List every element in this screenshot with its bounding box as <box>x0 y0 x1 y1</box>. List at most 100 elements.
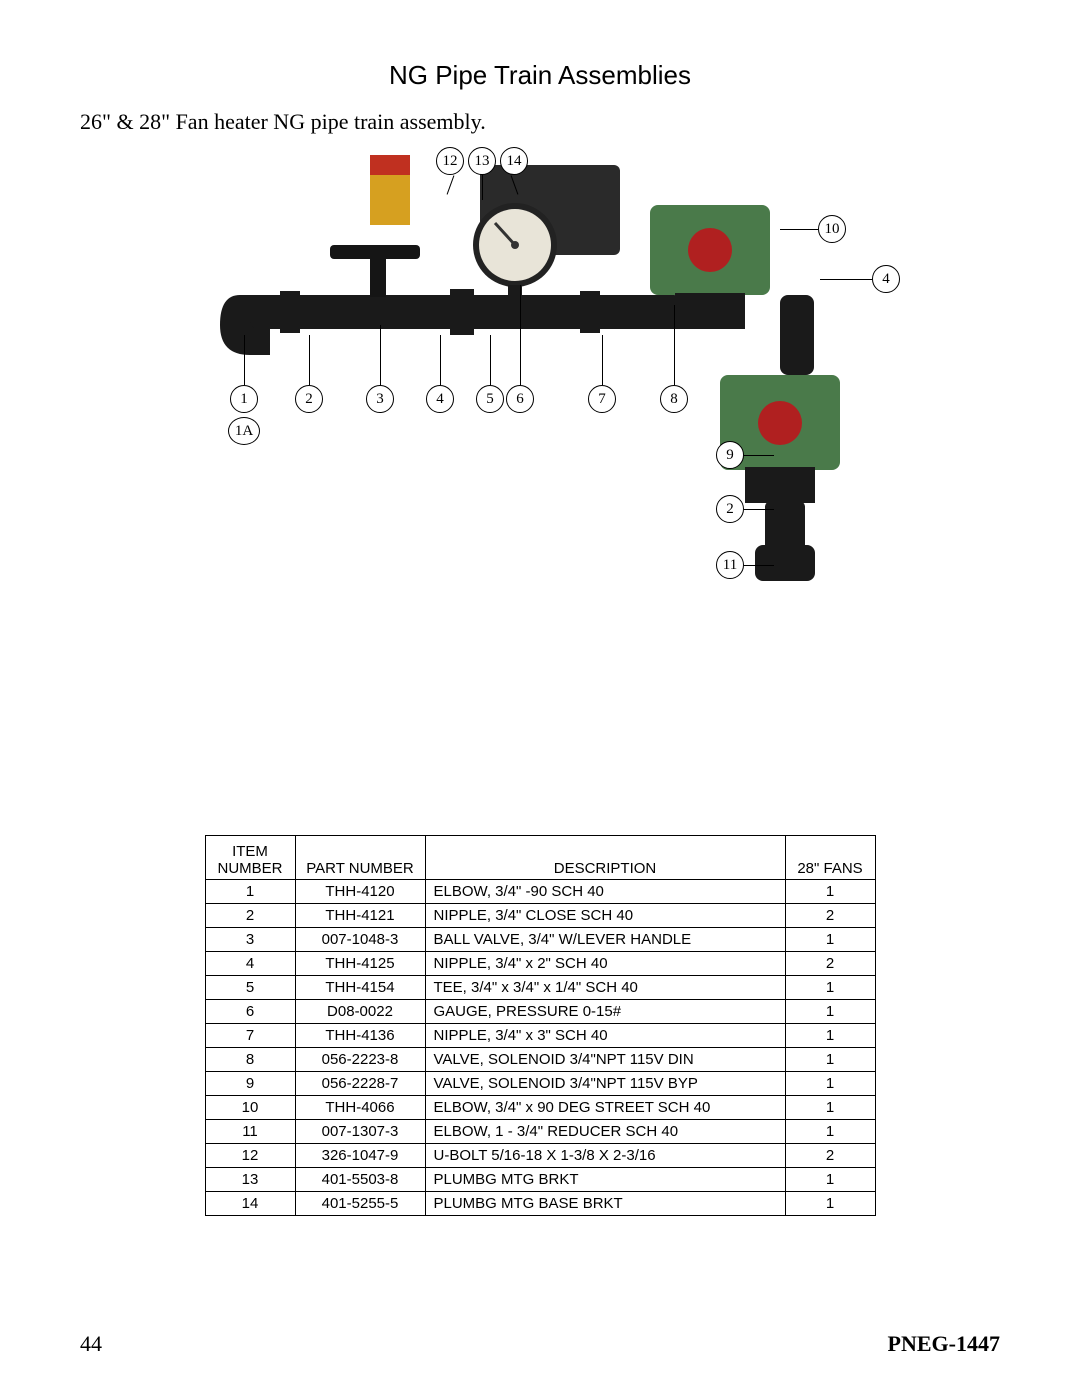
cell-desc: PLUMBG MTG BRKT <box>425 1168 785 1192</box>
cell-part: 401-5503-8 <box>295 1168 425 1192</box>
cell-item: 5 <box>205 976 295 1000</box>
cell-desc: NIPPLE, 3/4" x 2" SCH 40 <box>425 952 785 976</box>
table-row: 14401-5255-5PLUMBG MTG BASE BRKT1 <box>205 1192 875 1216</box>
cell-part: THH-4125 <box>295 952 425 976</box>
cell-part: 007-1307-3 <box>295 1120 425 1144</box>
callout-8: 8 <box>660 385 688 413</box>
cell-part: 326-1047-9 <box>295 1144 425 1168</box>
section-title: NG Pipe Train Assemblies <box>80 60 1000 91</box>
cell-qty: 1 <box>785 928 875 952</box>
cell-qty: 1 <box>785 1000 875 1024</box>
table-row: 5THH-4154TEE, 3/4" x 3/4" x 1/4" SCH 401 <box>205 976 875 1000</box>
cell-part: THH-4066 <box>295 1096 425 1120</box>
cell-part: D08-0022 <box>295 1000 425 1024</box>
cell-item: 14 <box>205 1192 295 1216</box>
cell-desc: VALVE, SOLENOID 3/4"NPT 115V DIN <box>425 1048 785 1072</box>
callout-4: 4 <box>426 385 454 413</box>
cell-item: 1 <box>205 880 295 904</box>
cell-desc: ELBOW, 3/4" x 90 DEG STREET SCH 40 <box>425 1096 785 1120</box>
cell-desc: TEE, 3/4" x 3/4" x 1/4" SCH 40 <box>425 976 785 1000</box>
cell-item: 11 <box>205 1120 295 1144</box>
callout-1: 1 <box>230 385 258 413</box>
callout-11: 11 <box>716 551 744 579</box>
assembly-diagram: 12 13 14 10 4 1 1A 2 3 4 5 6 7 8 9 2 11 <box>160 145 920 625</box>
page-number: 44 <box>80 1331 102 1357</box>
cell-desc: ELBOW, 1 - 3/4" REDUCER SCH 40 <box>425 1120 785 1144</box>
callout-7: 7 <box>588 385 616 413</box>
cell-desc: PLUMBG MTG BASE BRKT <box>425 1192 785 1216</box>
cell-part: THH-4154 <box>295 976 425 1000</box>
cell-desc: NIPPLE, 3/4" x 3" SCH 40 <box>425 1024 785 1048</box>
page-footer: 44 PNEG-1447 <box>80 1331 1000 1357</box>
table-row: 10THH-4066ELBOW, 3/4" x 90 DEG STREET SC… <box>205 1096 875 1120</box>
callout-14: 14 <box>500 147 528 175</box>
cell-item: 7 <box>205 1024 295 1048</box>
cell-qty: 1 <box>785 1096 875 1120</box>
document-id: PNEG-1447 <box>888 1331 1000 1357</box>
cell-part: 007-1048-3 <box>295 928 425 952</box>
cell-desc: BALL VALVE, 3/4" W/LEVER HANDLE <box>425 928 785 952</box>
callout-2b: 2 <box>716 495 744 523</box>
table-row: 1THH-4120ELBOW, 3/4" -90 SCH 401 <box>205 880 875 904</box>
cell-item: 12 <box>205 1144 295 1168</box>
page-subtitle: 26" & 28" Fan heater NG pipe train assem… <box>80 109 1000 135</box>
cell-qty: 2 <box>785 1144 875 1168</box>
col-header-desc: DESCRIPTION <box>425 836 785 880</box>
cell-item: 9 <box>205 1072 295 1096</box>
cell-item: 8 <box>205 1048 295 1072</box>
cell-qty: 1 <box>785 880 875 904</box>
cell-part: THH-4136 <box>295 1024 425 1048</box>
table-row: 2THH-4121NIPPLE, 3/4" CLOSE SCH 402 <box>205 904 875 928</box>
table-row: 4THH-4125NIPPLE, 3/4" x 2" SCH 402 <box>205 952 875 976</box>
cell-desc: ELBOW, 3/4" -90 SCH 40 <box>425 880 785 904</box>
cell-item: 13 <box>205 1168 295 1192</box>
table-row: 7THH-4136NIPPLE, 3/4" x 3" SCH 401 <box>205 1024 875 1048</box>
callout-10: 10 <box>818 215 846 243</box>
cell-item: 3 <box>205 928 295 952</box>
callout-9: 9 <box>716 441 744 469</box>
callout-1a: 1A <box>228 417 260 445</box>
parts-table: ITEMNUMBER PART NUMBER DESCRIPTION 28" F… <box>205 835 876 1216</box>
table-row: 11007-1307-3ELBOW, 1 - 3/4" REDUCER SCH … <box>205 1120 875 1144</box>
cell-qty: 1 <box>785 1048 875 1072</box>
cell-qty: 1 <box>785 976 875 1000</box>
cell-qty: 1 <box>785 1024 875 1048</box>
cell-qty: 1 <box>785 1192 875 1216</box>
table-row: 6D08-0022GAUGE, PRESSURE 0-15#1 <box>205 1000 875 1024</box>
cell-desc: U-BOLT 5/16-18 X 1-3/8 X 2-3/16 <box>425 1144 785 1168</box>
callout-4b: 4 <box>872 265 900 293</box>
cell-part: 056-2223-8 <box>295 1048 425 1072</box>
cell-desc: VALVE, SOLENOID 3/4"NPT 115V BYP <box>425 1072 785 1096</box>
table-row: 8056-2223-8VALVE, SOLENOID 3/4"NPT 115V … <box>205 1048 875 1072</box>
cell-part: 056-2228-7 <box>295 1072 425 1096</box>
callout-6: 6 <box>506 385 534 413</box>
table-row: 9056-2228-7VALVE, SOLENOID 3/4"NPT 115V … <box>205 1072 875 1096</box>
table-row: 12326-1047-9U-BOLT 5/16-18 X 1-3/8 X 2-3… <box>205 1144 875 1168</box>
cell-item: 6 <box>205 1000 295 1024</box>
cell-qty: 2 <box>785 952 875 976</box>
callout-5: 5 <box>476 385 504 413</box>
table-header-row: ITEMNUMBER PART NUMBER DESCRIPTION 28" F… <box>205 836 875 880</box>
cell-item: 10 <box>205 1096 295 1120</box>
cell-part: 401-5255-5 <box>295 1192 425 1216</box>
cell-desc: GAUGE, PRESSURE 0-15# <box>425 1000 785 1024</box>
col-header-part: PART NUMBER <box>295 836 425 880</box>
callout-13: 13 <box>468 147 496 175</box>
table-row: 3007-1048-3BALL VALVE, 3/4" W/LEVER HAND… <box>205 928 875 952</box>
cell-part: THH-4120 <box>295 880 425 904</box>
cell-qty: 1 <box>785 1168 875 1192</box>
cell-qty: 1 <box>785 1072 875 1096</box>
cell-qty: 2 <box>785 904 875 928</box>
table-row: 13401-5503-8PLUMBG MTG BRKT1 <box>205 1168 875 1192</box>
cell-desc: NIPPLE, 3/4" CLOSE SCH 40 <box>425 904 785 928</box>
cell-item: 4 <box>205 952 295 976</box>
pipe-train-photo <box>220 145 860 585</box>
col-header-item: ITEMNUMBER <box>205 836 295 880</box>
cell-item: 2 <box>205 904 295 928</box>
callout-3: 3 <box>366 385 394 413</box>
cell-part: THH-4121 <box>295 904 425 928</box>
callout-2: 2 <box>295 385 323 413</box>
callout-12: 12 <box>436 147 464 175</box>
col-header-qty: 28" FANS <box>785 836 875 880</box>
cell-qty: 1 <box>785 1120 875 1144</box>
